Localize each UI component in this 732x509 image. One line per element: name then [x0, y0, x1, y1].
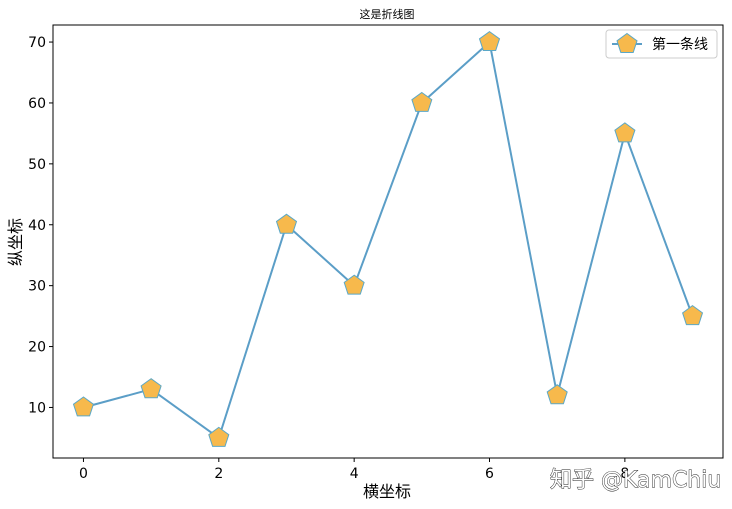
- data-point-marker: [72, 396, 94, 417]
- x-axis-title: 横坐标: [363, 482, 411, 501]
- watermark: 知乎 @KamChiu: [550, 468, 721, 493]
- series-line: [83, 41, 694, 439]
- y-tick-label: 20: [28, 340, 46, 356]
- x-tick-label: 2: [214, 466, 223, 482]
- data-point-marker: [208, 426, 230, 447]
- y-tick-label: 10: [28, 400, 46, 416]
- series-layer: [72, 30, 704, 447]
- data-point-marker: [478, 30, 501, 51]
- y-tick-label: 40: [28, 218, 46, 234]
- legend-label: 第一条线: [652, 36, 708, 53]
- data-point-marker: [614, 122, 636, 143]
- plot-area: [52, 24, 724, 459]
- data-point-marker: [343, 274, 365, 295]
- data-point-marker: [140, 378, 162, 399]
- x-tick-label: 0: [79, 466, 88, 482]
- y-axis-title: 纵坐标: [6, 218, 25, 266]
- data-point-marker: [682, 304, 704, 326]
- data-point-marker: [546, 384, 568, 405]
- y-tick-label: 30: [28, 279, 46, 295]
- data-point-marker: [275, 213, 298, 234]
- y-tick-label: 70: [28, 35, 46, 51]
- axis-ticks: 0 2 4 6 8 10 20 30 40 50 60 70: [28, 35, 629, 482]
- chart-title: 这是折线图: [360, 7, 415, 21]
- x-tick-label: 4: [350, 466, 359, 482]
- x-tick-label: 8: [620, 466, 629, 482]
- y-tick-label: 50: [28, 157, 46, 173]
- legend: 第一条线: [605, 29, 718, 59]
- data-point-marker: [411, 91, 433, 112]
- y-tick-label: 60: [28, 96, 46, 112]
- legend-marker-swatch: [616, 32, 638, 53]
- x-tick-label: 6: [485, 466, 494, 482]
